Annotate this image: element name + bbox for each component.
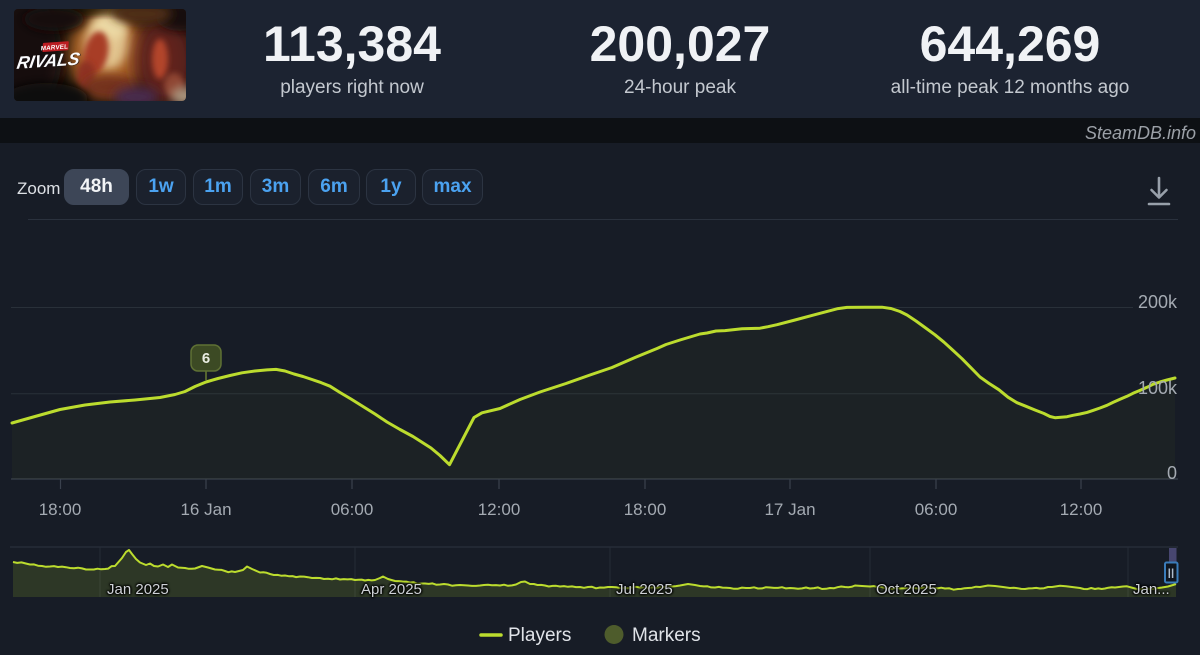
svg-text:Players: Players: [508, 625, 571, 646]
svg-text:RIVALS: RIVALS: [16, 49, 82, 73]
svg-text:RIVALS: RIVALS: [15, 49, 81, 73]
svg-text:Markers: Markers: [632, 625, 701, 646]
svg-text:6: 6: [202, 350, 210, 367]
svg-text:MARVEL: MARVEL: [41, 43, 69, 52]
